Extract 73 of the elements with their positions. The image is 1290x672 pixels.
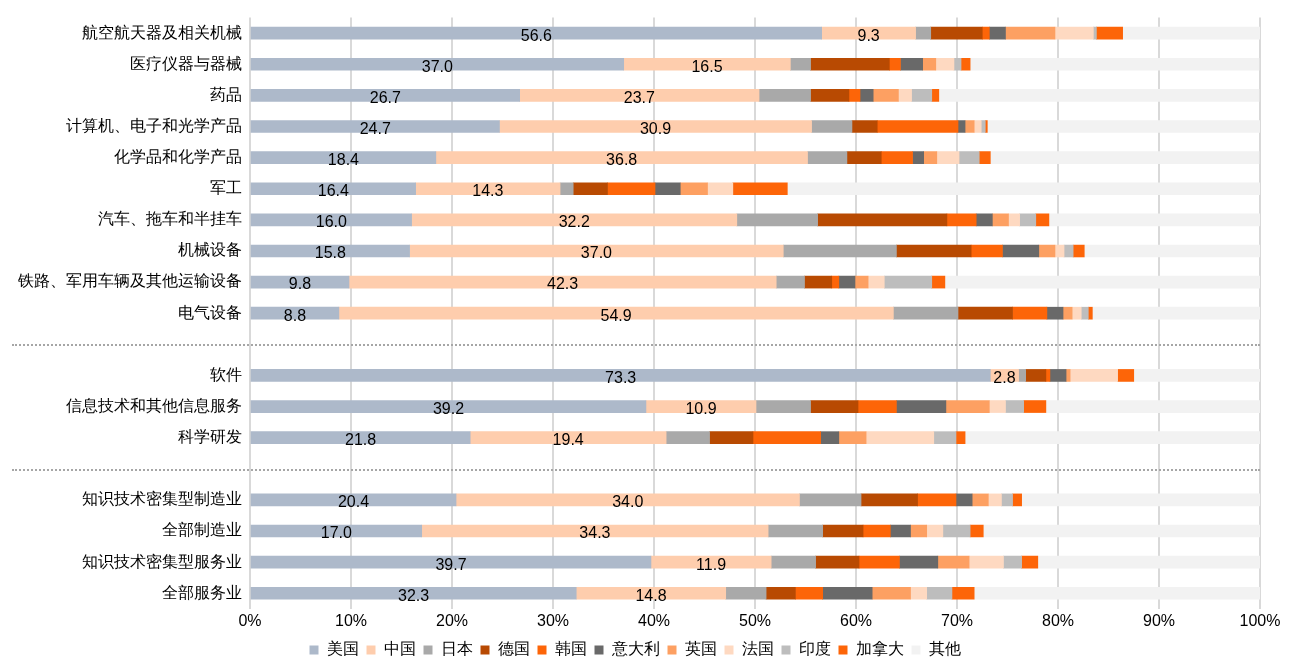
y-tick-label: 软件 [210,365,242,383]
data-label: 56.6 [520,26,552,44]
data-label: 17.0 [320,524,353,542]
x-tick-label: 40% [637,611,671,629]
x-tick-label: 0% [238,611,262,629]
y-tick-label: 知识技术密集型制造业 [82,490,242,508]
data-label: 23.7 [623,88,656,106]
legend-label: 英国 [684,640,717,658]
data-label: 39.2 [432,399,465,417]
legend-label: 加拿大 [855,640,904,658]
data-label: 24.7 [359,119,391,137]
x-tick-label: 90% [1142,611,1176,629]
legend-label: 日本 [440,640,473,658]
data-label: 15.8 [314,244,346,262]
data-label: 39.7 [435,555,467,573]
legend-label: 德国 [497,640,530,658]
x-tick-label: 30% [536,611,570,629]
data-label: 54.9 [600,306,632,324]
y-tick-label: 化学品和化学产品 [114,148,242,166]
legend-label: 韩国 [554,640,587,658]
data-label: 26.7 [369,88,402,106]
data-label: 14.3 [472,182,504,200]
y-tick-label: 计算机、电子和光学产品 [66,116,242,134]
legend-label: 中国 [383,640,416,658]
x-tick-label: 20% [435,611,469,629]
data-label: 37.0 [421,57,454,75]
y-tick-label: 汽车、拖车和半挂车 [98,210,242,228]
data-label: 34.0 [612,493,644,511]
data-label: 21.8 [345,431,377,449]
x-tick-label: 100% [1239,611,1281,629]
y-tick-label: 航空航天器及相关机械 [82,23,242,41]
x-tick-label: 80% [1041,611,1075,629]
legend-label: 其他 [928,640,961,658]
y-tick-label: 军工 [210,179,242,197]
data-label: 11.9 [696,555,727,573]
x-tick-label: 50% [738,611,772,629]
legend-label: 法国 [741,640,774,658]
y-tick-label: 电气设备 [178,303,242,321]
data-label: 19.4 [552,431,584,449]
data-label: 30.9 [639,119,672,137]
y-tick-label: 信息技术和其他信息服务 [66,396,242,414]
y-tick-label: 全部服务业 [162,583,242,601]
x-tick-label: 70% [940,611,974,629]
data-label: 73.3 [605,368,637,386]
legend-label: 美国 [326,640,359,658]
data-label: 37.0 [580,244,613,262]
legend-label: 意大利 [610,640,660,658]
y-tick-label: 知识技术密集型服务业 [82,552,242,570]
data-label: 32.2 [558,213,590,231]
data-label: 16.0 [315,213,347,231]
data-label: 34.3 [579,524,611,542]
x-tick-label: 10% [334,611,368,629]
y-tick-label: 科学研发 [178,428,242,446]
data-label: 36.8 [606,151,638,169]
data-label: 18.4 [327,151,360,169]
data-label: 16.4 [317,182,349,200]
x-tick-label: 60% [839,611,873,629]
data-label: 2.8 [993,368,1016,386]
data-label: 42.3 [547,275,579,293]
data-label: 32.3 [398,586,430,604]
y-tick-label: 全部制造业 [162,521,242,539]
data-label: 9.3 [857,26,880,44]
data-label: 8.8 [283,306,307,324]
data-label: 16.5 [691,57,723,75]
data-label: 10.9 [685,399,717,417]
data-label: 20.4 [337,493,370,511]
data-label: 14.8 [635,586,667,604]
y-tick-label: 药品 [210,85,242,103]
y-tick-label: 机械设备 [178,241,242,259]
legend-label: 印度 [798,640,831,658]
data-label: 9.8 [288,275,312,293]
y-tick-label: 铁路、军用车辆及其他运输设备 [17,272,242,290]
y-tick-label: 医疗仪器与器械 [130,54,242,72]
